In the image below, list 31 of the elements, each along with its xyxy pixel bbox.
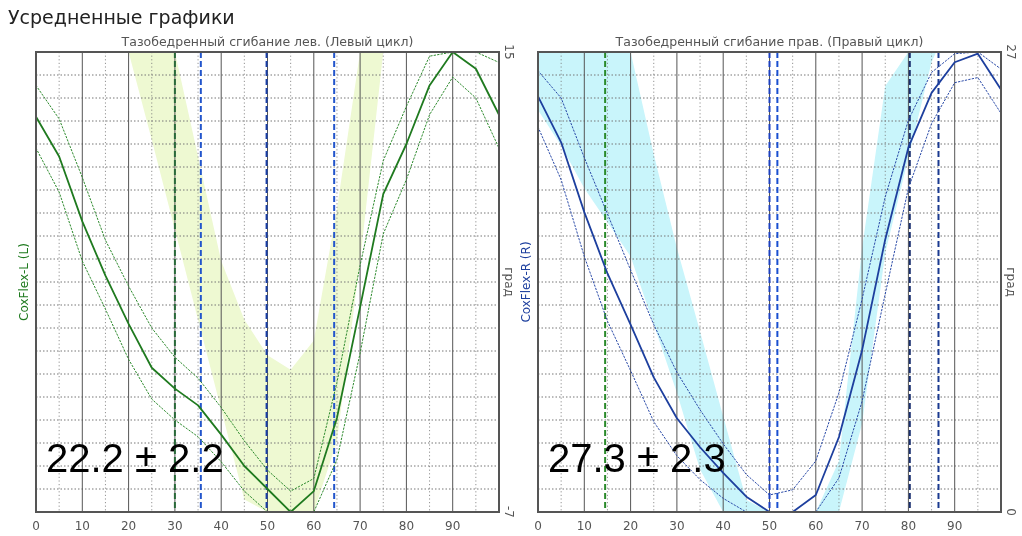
chart-subtitle: Тазобедренный сгибание прав. (Правый цикл) xyxy=(614,34,924,49)
x-tick-label: 60 xyxy=(306,519,322,533)
y-tick-label: 27 xyxy=(1004,44,1018,60)
y-tick-label: -7 xyxy=(502,506,516,518)
x-tick-label: 60 xyxy=(808,519,824,533)
text: CoxFlex-L (L) xyxy=(17,243,31,321)
x-tick-label: 70 xyxy=(854,519,870,533)
x-tick-label: 90 xyxy=(947,519,963,533)
x-tick-label: 40 xyxy=(715,519,731,533)
y-tick-label: 15 xyxy=(502,44,516,60)
x-tick-label: 50 xyxy=(259,519,276,533)
y-axis-title: град xyxy=(1004,267,1018,297)
x-tick-label: 30 xyxy=(669,519,685,533)
x-tick-label: 80 xyxy=(398,519,415,533)
x-tick-label: 40 xyxy=(213,519,229,533)
annotation: 22.2 ± 2.2 xyxy=(46,436,224,480)
x-tick-label: 30 xyxy=(167,519,183,533)
x-tick-label: 90 xyxy=(445,519,461,533)
x-tick-label: 0 xyxy=(32,519,40,533)
x-tick-label: 70 xyxy=(352,519,368,533)
x-tick-label: 0 xyxy=(534,519,542,533)
text: CoxFlex-R (R) xyxy=(519,241,533,323)
x-tick-label: 10 xyxy=(576,519,592,533)
chart-subtitle: Тазобедренный сгибание лев. (Левый цикл) xyxy=(120,34,414,49)
chart-title: Усредненные графики xyxy=(8,6,235,28)
x-tick-label: 50 xyxy=(761,519,778,533)
x-tick-label: 20 xyxy=(622,519,639,533)
y-axis-title: град xyxy=(502,267,516,297)
x-tick-label: 20 xyxy=(120,519,137,533)
x-tick-label: 10 xyxy=(74,519,90,533)
x-tick-label: 80 xyxy=(900,519,917,533)
